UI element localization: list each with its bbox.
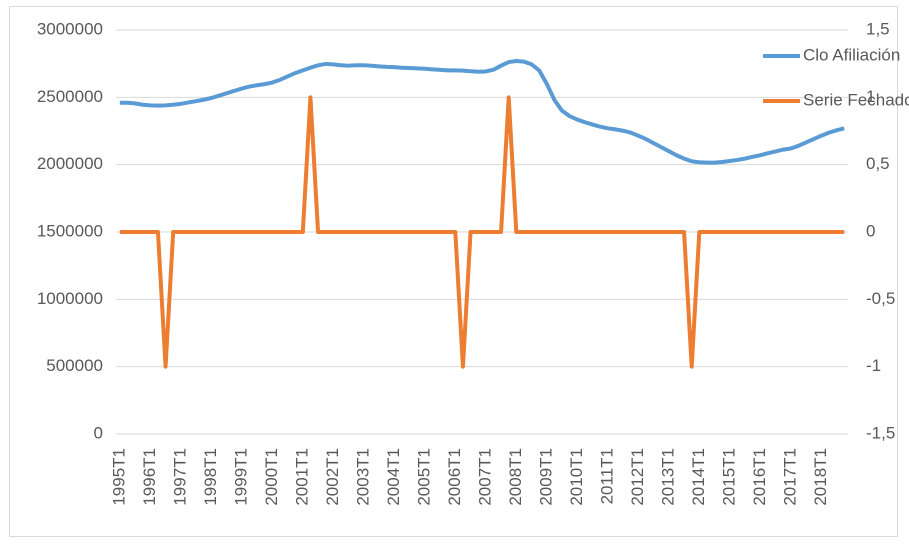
x-tick-label: 2011T1	[597, 448, 616, 504]
x-tick-label: 2014T1	[689, 448, 708, 506]
x-tick-label: 2000T1	[262, 448, 281, 506]
x-tick-label: 2013T1	[658, 448, 677, 506]
x-tick-label: 2002T1	[323, 448, 342, 506]
y2-tick-label: 1	[866, 87, 875, 106]
x-tick-label: 2007T1	[475, 448, 494, 506]
x-tick-label: 1996T1	[140, 448, 159, 506]
x-tick-label: 2016T1	[750, 448, 769, 506]
y-tick-label: 2000000	[37, 154, 103, 173]
y2-tick-label: -1	[866, 356, 881, 375]
series-line	[119, 58, 845, 165]
x-tick-label: 2009T1	[536, 448, 555, 506]
y-tick-label: 0	[94, 423, 103, 442]
x-tick-label: 2010T1	[567, 448, 586, 506]
x-tick-label: 2008T1	[506, 448, 525, 506]
y-tick-label: 500000	[46, 356, 103, 375]
chart-border	[9, 6, 898, 537]
x-tick-label: 2004T1	[384, 448, 403, 506]
x-tick-label: 2003T1	[353, 448, 372, 506]
legend-label: Clo Afiliación	[803, 45, 900, 64]
x-tick-label: 1995T1	[109, 448, 128, 506]
x-tick-label: 1997T1	[170, 448, 189, 506]
x-tick-label: 2001T1	[292, 448, 311, 506]
x-tick-label: 2012T1	[628, 448, 647, 506]
y-tick-label: 1500000	[37, 221, 103, 240]
x-tick-label: 1999T1	[231, 448, 250, 506]
x-tick-label: 2017T1	[780, 448, 799, 506]
y-tick-label: 1000000	[37, 289, 103, 308]
y2-tick-label: -0,5	[866, 289, 895, 308]
y-tick-label: 3000000	[37, 19, 103, 38]
x-tick-label: 2015T1	[719, 448, 738, 506]
series-line	[119, 95, 845, 369]
y2-tick-label: 1,5	[866, 19, 890, 38]
legend-label: Serie Fechado	[803, 90, 909, 109]
x-tick-label: 2006T1	[445, 448, 464, 506]
x-tick-label: 2018T1	[811, 448, 830, 506]
y2-tick-label: 0	[866, 221, 875, 240]
y-tick-label: 2500000	[37, 87, 103, 106]
y2-tick-label: -1,5	[866, 423, 895, 442]
x-tick-label: 2005T1	[414, 448, 433, 506]
y2-tick-label: 0,5	[866, 154, 890, 173]
x-tick-label: 1998T1	[201, 448, 220, 506]
